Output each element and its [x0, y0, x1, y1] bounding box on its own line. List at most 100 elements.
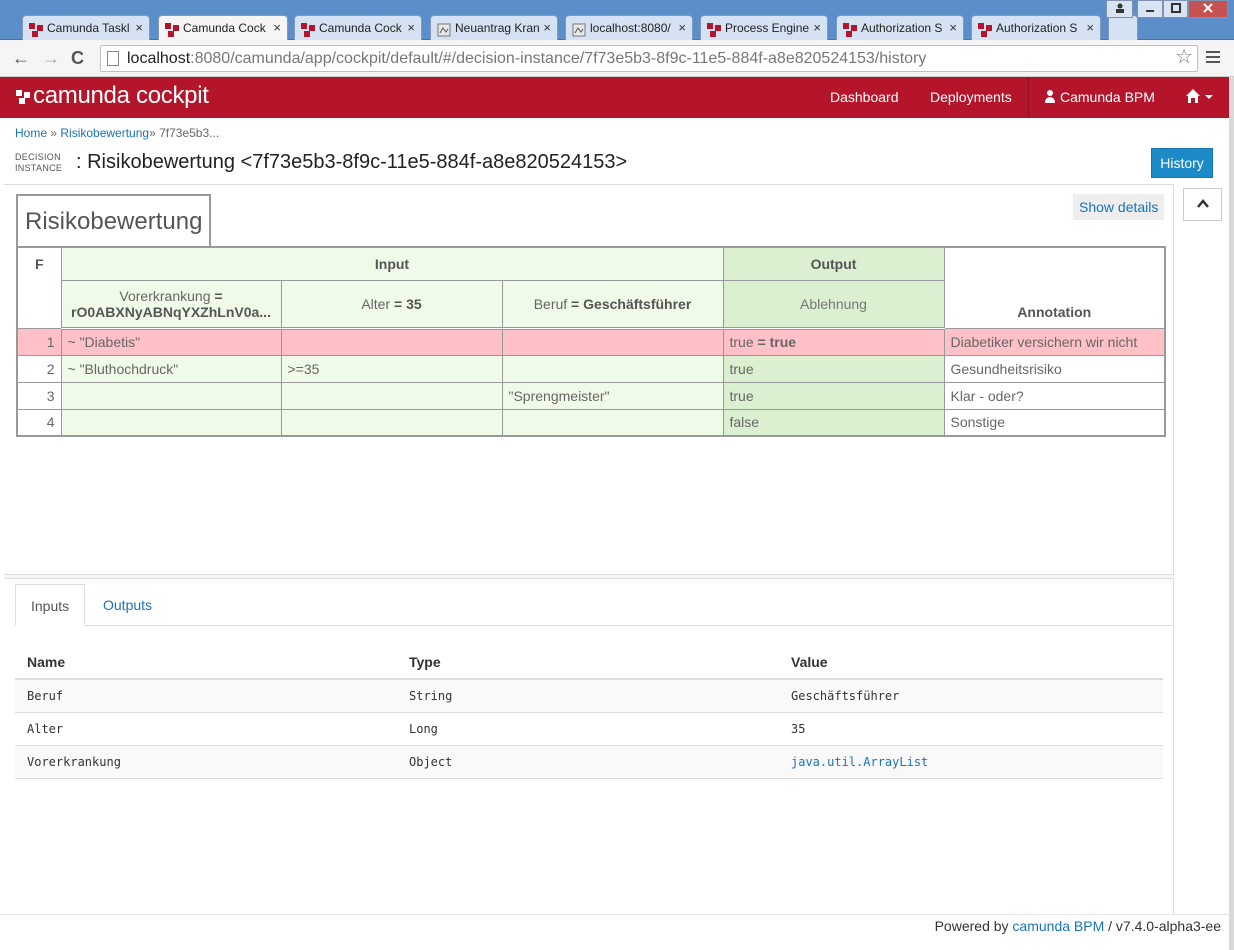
window-close-icon[interactable] [1188, 0, 1228, 18]
variable-name: Beruf [15, 679, 397, 713]
decision-table: F Input Output Annotation Vorerkrankung … [16, 246, 1166, 437]
browser-tab[interactable]: Camunda Taskl × [22, 15, 150, 41]
rule-number: 4 [16, 408, 62, 437]
rule-row[interactable]: 3 "Sprengmeister" true Klar - oder? [16, 381, 1166, 410]
close-icon[interactable]: × [135, 20, 143, 35]
input-eq: = [567, 295, 584, 312]
home-menu-icon[interactable] [1185, 88, 1213, 109]
input-label: Beruf [533, 295, 568, 312]
rule-input-cell [280, 381, 503, 410]
page-type-label: DECISION INSTANCE [15, 152, 62, 174]
browser-tab-strip: Camunda Taskl × Camunda Cock × Camunda C… [0, 0, 1234, 42]
browser-tab-label: Neuantrag Kran [455, 21, 540, 35]
breadcrumb-separator: » [149, 126, 160, 140]
browser-tab[interactable]: Authorization S × [971, 15, 1101, 41]
close-icon[interactable]: × [813, 20, 821, 35]
brand-text: camunda cockpit [33, 82, 209, 109]
history-button[interactable]: History [1151, 148, 1213, 178]
back-icon[interactable]: ← [12, 48, 30, 68]
brand-logo[interactable]: camunda cockpit [16, 82, 209, 110]
nav-dashboard[interactable]: Dashboard [830, 89, 899, 105]
page-type-line: DECISION [15, 152, 61, 162]
variable-value: Geschäftsführer [779, 679, 1163, 713]
decision-table-area [4, 184, 1174, 574]
camunda-icon [978, 21, 992, 37]
camunda-icon [165, 21, 179, 37]
chevron-up-icon[interactable] [1183, 188, 1222, 221]
breadcrumb-home[interactable]: Home [15, 126, 48, 140]
sidebar-divider [1173, 184, 1174, 915]
close-icon[interactable]: × [273, 20, 281, 35]
browser-tab[interactable]: Authorization S × [836, 15, 964, 41]
rule-input-cell: >=35 [280, 354, 503, 383]
bookmark-star-icon[interactable]: ☆ [1175, 46, 1193, 68]
browser-tab[interactable]: Neuantrag Kran × [430, 15, 558, 41]
variables-table: Name Type Value Beruf String Geschäftsfü… [15, 646, 1163, 779]
page-icon [437, 21, 451, 37]
rule-input-cell [501, 408, 724, 437]
output-header: Output [722, 246, 945, 281]
minimize-icon[interactable] [1137, 0, 1163, 18]
window-edge [1229, 77, 1234, 950]
rule-row[interactable]: 2 ~ "Bluthochdruck" >=35 true Gesundheit… [16, 354, 1166, 383]
camunda-icon [301, 21, 315, 37]
url-path: :8080/camunda/app/cockpit/default/#/deci… [190, 50, 927, 67]
close-icon[interactable]: × [1086, 20, 1094, 35]
output-column-ablehnung: Ablehnung [722, 279, 945, 330]
close-icon[interactable]: × [407, 20, 415, 35]
browser-tab[interactable]: localhost:8080/ × [565, 15, 693, 41]
nav-deployments[interactable]: Deployments [930, 89, 1012, 105]
variable-type: String [397, 679, 779, 713]
address-bar[interactable]: localhost:8080/camunda/app/cockpit/defau… [100, 45, 1198, 72]
detail-tabs: Inputs Outputs [15, 584, 1173, 626]
camunda-icon [843, 21, 857, 37]
browser-tab[interactable]: Camunda Cock × [294, 15, 422, 41]
close-icon[interactable]: × [543, 20, 551, 35]
nav-user-label: Camunda BPM [1060, 89, 1155, 105]
browser-tab-label: Authorization S [996, 21, 1078, 35]
tab-inputs[interactable]: Inputs [15, 584, 86, 626]
close-icon[interactable]: × [678, 20, 686, 35]
tab-outputs[interactable]: Outputs [103, 597, 153, 613]
variable-value-link[interactable]: java.util.ArrayList [791, 754, 929, 769]
reload-icon[interactable]: C [71, 48, 84, 68]
input-column-alter: Alter = 35 [280, 279, 503, 330]
rule-number: 2 [16, 354, 62, 383]
forward-icon[interactable]: → [42, 48, 60, 68]
footer-link[interactable]: camunda BPM [1012, 918, 1105, 934]
browser-menu-icon[interactable] [1206, 51, 1220, 66]
input-column-beruf: Beruf = Geschäftsführer [501, 279, 724, 330]
input-label: Alter [361, 295, 391, 312]
rule-output-cell: true = true [722, 327, 945, 356]
new-tab-button[interactable] [1108, 15, 1138, 41]
breadcrumb-current: 7f73e5b3... [159, 126, 220, 140]
column-header-value: Value [779, 646, 1163, 680]
hit-policy: F [16, 246, 62, 329]
variable-value: java.util.ArrayList [779, 745, 1163, 779]
breadcrumb-separator: » [47, 126, 61, 140]
browser-toolbar: ← → C localhost:8080/camunda/app/cockpit… [0, 40, 1234, 77]
variable-name: Alter [15, 712, 397, 746]
rule-input-cell [280, 408, 503, 437]
breadcrumb-decision[interactable]: Risikobewertung [60, 126, 150, 140]
close-icon[interactable]: × [949, 20, 957, 35]
rule-row-fired[interactable]: 1 ~ "Diabetis" true = true Diabetiker ve… [16, 327, 1166, 356]
rule-input-cell: ~ "Diabetis" [60, 327, 282, 356]
breadcrumb: Home » Risikobewertung» 7f73e5b3... [15, 126, 219, 140]
nav-user-menu[interactable]: Camunda BPM [1044, 89, 1155, 105]
rule-annotation-cell: Gesundheitsrisiko [943, 354, 1166, 383]
maximize-icon[interactable] [1163, 0, 1188, 18]
user-profile-icon[interactable] [1106, 0, 1133, 18]
browser-tab[interactable]: Process Engine × [700, 15, 828, 41]
page-icon [107, 51, 119, 66]
input-eq: = [210, 287, 223, 304]
browser-tab-active[interactable]: Camunda Cock × [158, 15, 288, 42]
input-header: Input [60, 246, 724, 281]
panel-resize-handle[interactable] [4, 574, 1174, 579]
rule-annotation-cell: Klar - oder? [943, 381, 1166, 410]
rule-output-result: true [769, 334, 797, 350]
browser-tab-label: Camunda Taskl [47, 21, 130, 35]
show-details-button[interactable]: Show details [1073, 194, 1165, 220]
footer-prefix: Powered by [934, 918, 1013, 934]
rule-row[interactable]: 4 false Sonstige [16, 408, 1166, 437]
